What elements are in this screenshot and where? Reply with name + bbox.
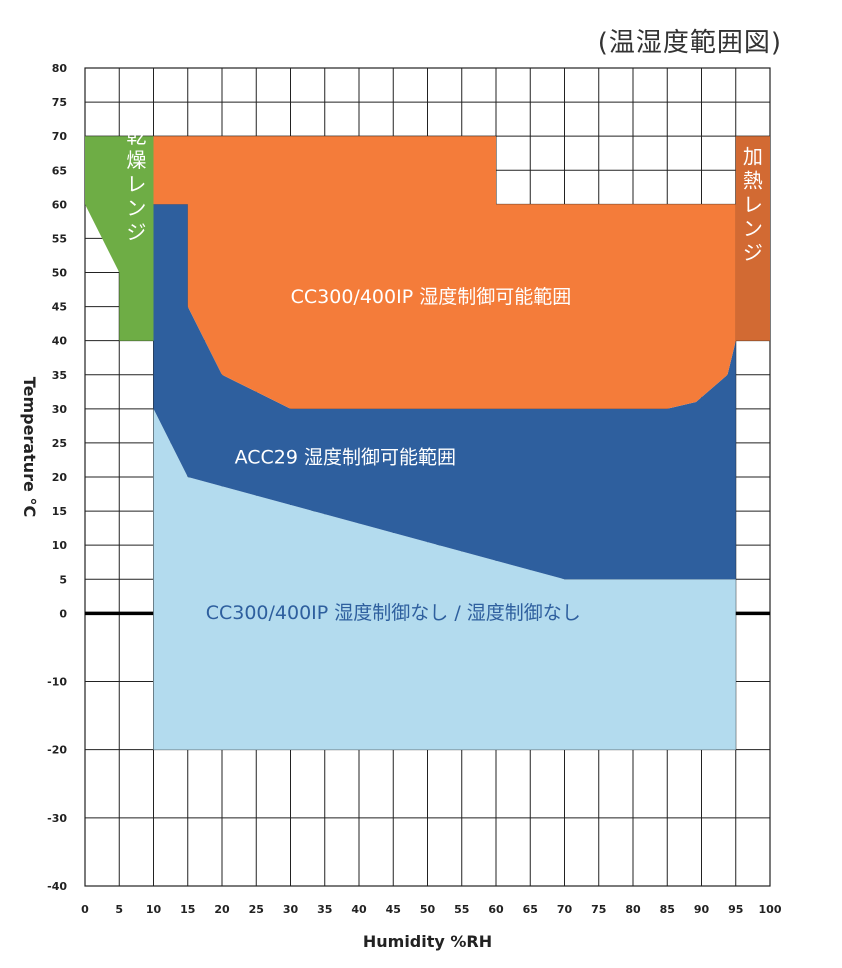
x-tick-label: 5 [115, 903, 123, 916]
region-label-CC300/400IP 湿度制御なし / 湿度制御なし: CC300/400IP 湿度制御なし / 湿度制御なし [206, 602, 581, 624]
y-tick-label: -30 [47, 812, 67, 825]
region-label-char: 熱 [743, 168, 763, 192]
region-CC300/400IP 湿度制御なし / 湿度制御なし [153, 408, 736, 750]
x-tick-label: 25 [249, 903, 264, 916]
y-tick-label: 45 [52, 301, 67, 314]
y-tick-label: 0 [59, 607, 67, 620]
chart-title: (温湿度範囲図) [597, 28, 782, 58]
region-label-CC300/400IP 湿度制御可能範囲: CC300/400IP 湿度制御可能範囲 [291, 286, 572, 308]
region-label-char: ン [126, 196, 146, 220]
y-tick-label: 35 [52, 369, 67, 382]
y-tick-label: 60 [52, 198, 68, 211]
x-tick-label: 80 [625, 903, 641, 916]
region-label-char: ジ [743, 240, 763, 264]
y-tick-label: -40 [47, 880, 67, 893]
x-tick-label: 10 [146, 903, 162, 916]
y-tick-label: 55 [52, 232, 67, 245]
y-tick-label: 15 [52, 505, 67, 518]
x-tick-label: 15 [180, 903, 195, 916]
region-label-char: 加 [743, 144, 763, 168]
x-tick-label: 20 [214, 903, 230, 916]
region-labels: CC300/400IP 湿度制御なし / 湿度制御なし ACC29 湿度制御可能範… [126, 124, 763, 624]
region-label-char: 燥 [126, 148, 146, 172]
x-tick-label: 70 [557, 903, 573, 916]
x-tick-label: 45 [386, 903, 401, 916]
region-label-char: ジ [126, 220, 146, 244]
y-tick-label: -20 [47, 744, 67, 757]
y-tick-label: 30 [52, 403, 68, 416]
x-tick-label: 55 [454, 903, 469, 916]
x-tick-label: 35 [317, 903, 332, 916]
x-axis-label: Humidity %RH [363, 932, 492, 951]
y-tick-label: 25 [52, 437, 67, 450]
x-tick-label: 90 [694, 903, 710, 916]
region-label-乾燥レンジ: 乾燥レンジ [126, 124, 146, 244]
y-tick-label: 65 [52, 164, 67, 177]
x-tick-label: 95 [728, 903, 743, 916]
x-tick-label: 60 [488, 903, 504, 916]
x-tick-label: 0 [81, 903, 89, 916]
x-tick-label: 40 [351, 903, 367, 916]
region-label-char: レ [743, 192, 763, 216]
y-axis-label: Temperature °C [20, 377, 39, 517]
region-label-char: レ [126, 172, 146, 196]
y-tick-label: 40 [52, 335, 68, 348]
x-tick-label: 85 [660, 903, 675, 916]
region-乾燥レンジ [85, 136, 154, 341]
x-tick-label: 50 [420, 903, 436, 916]
region-label-ACC29 湿度制御可能範囲: ACC29 湿度制御可能範囲 [235, 446, 456, 468]
y-tick-label: 75 [52, 96, 67, 109]
region-label-加熱レンジ: 加熱レンジ [743, 144, 763, 264]
region-CC300/400IP 湿度制御可能範囲 [153, 136, 736, 409]
y-tick-label: 10 [52, 539, 68, 552]
y-tick-label: 70 [52, 130, 68, 143]
x-tick-label: 100 [759, 903, 782, 916]
y-tick-label: 20 [52, 471, 68, 484]
y-tick-label: 5 [59, 573, 67, 586]
x-tick-label: 75 [591, 903, 606, 916]
y-tick-label: -10 [47, 676, 67, 689]
region-ACC29 湿度制御可能範囲 [153, 204, 736, 580]
x-tick-label: 30 [283, 903, 299, 916]
y-tick-label: 50 [52, 267, 68, 280]
region-label-char: 乾 [126, 124, 146, 148]
regions [85, 136, 770, 750]
region-label-char: ン [743, 216, 763, 240]
tick-labels: 0 5 10 15 20 25 30 35 40 45 50 55 60 65 70 75 80 85 90 95 10… [47, 62, 782, 916]
region-加熱レンジ [735, 136, 770, 341]
y-tick-label: 80 [52, 62, 68, 75]
x-tick-label: 65 [523, 903, 538, 916]
